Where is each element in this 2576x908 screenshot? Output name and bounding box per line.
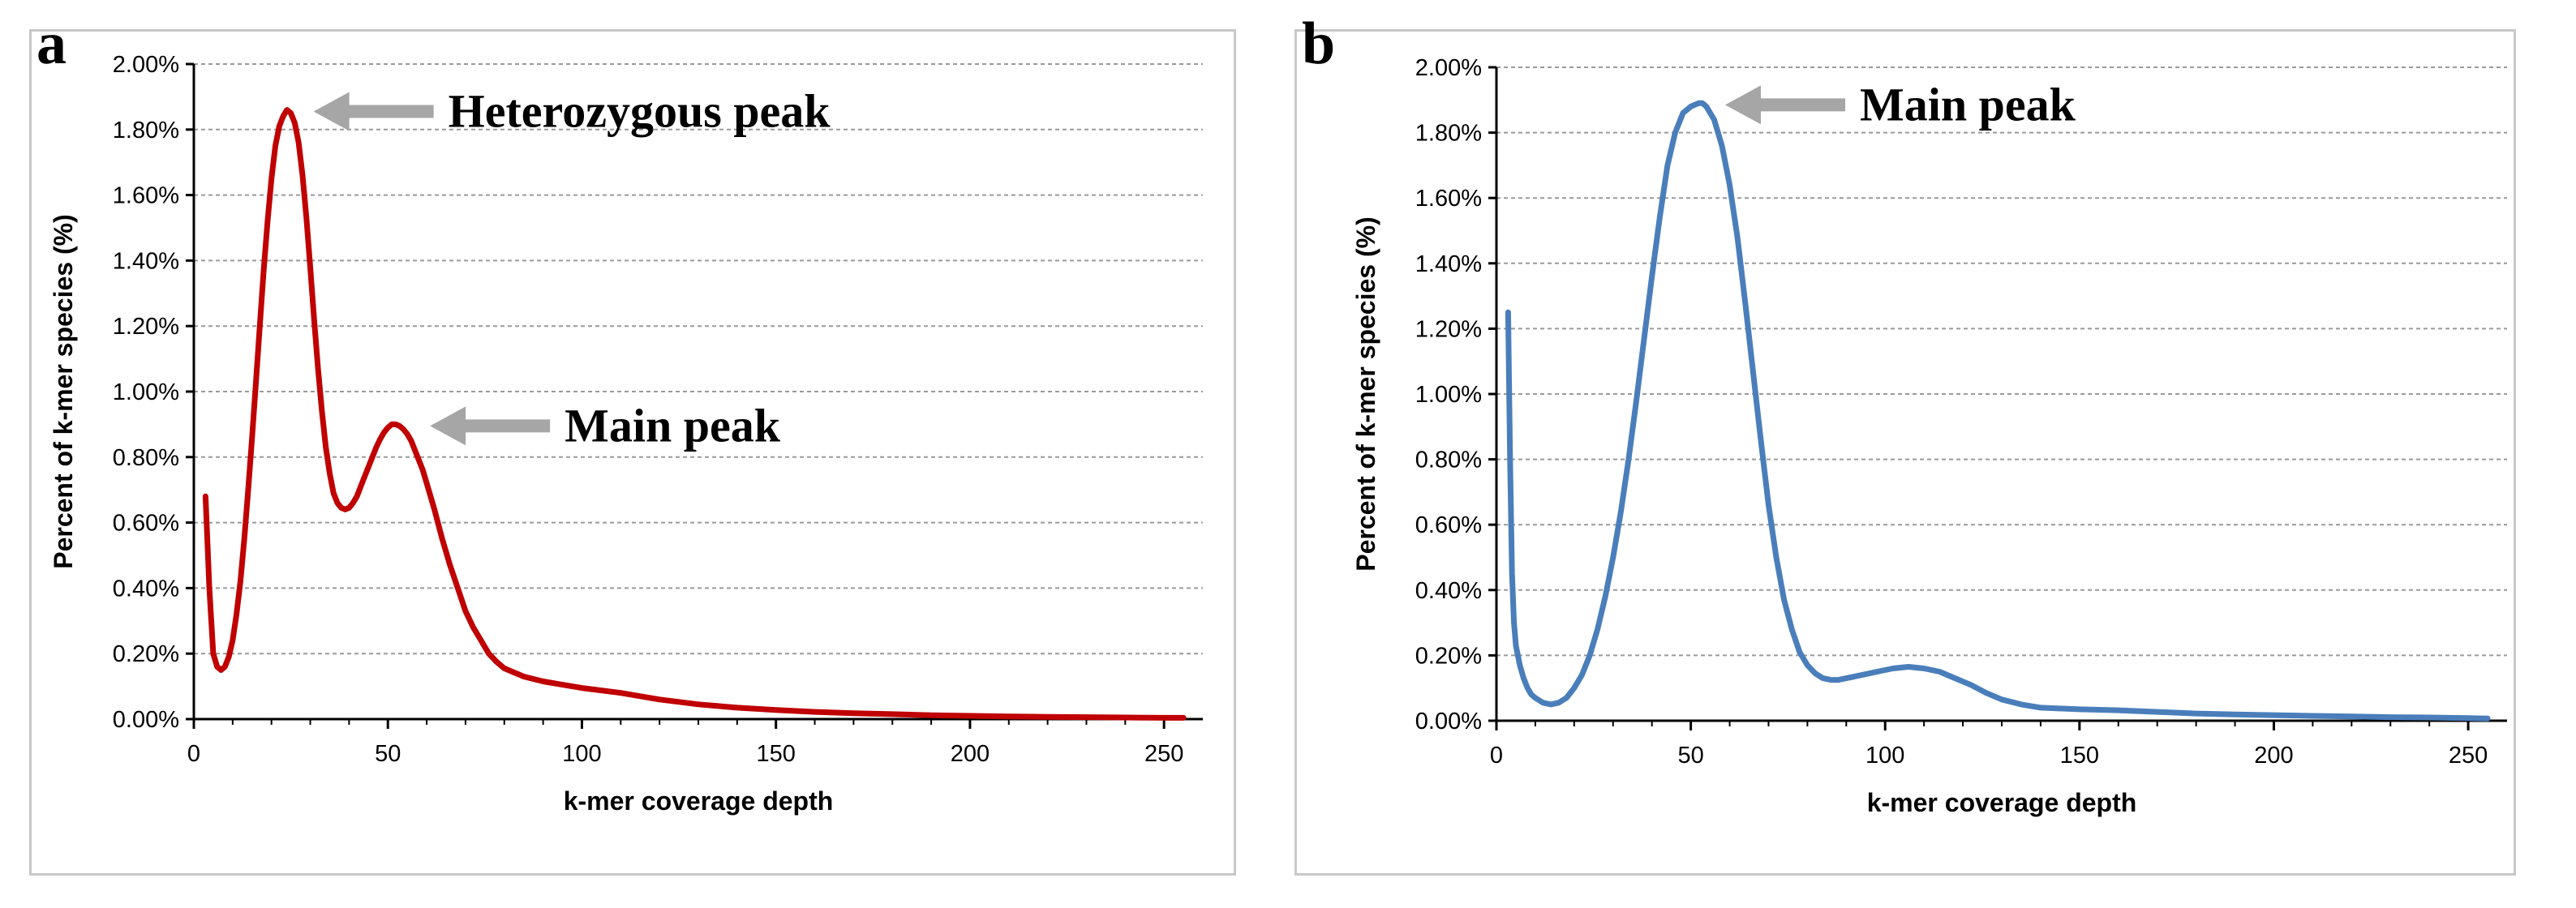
annotation-arrow bbox=[430, 406, 551, 446]
y-tick-label: 1.20% bbox=[113, 314, 179, 340]
y-axis-title: Percent of k-mer species (%) bbox=[49, 214, 78, 569]
x-tick-label: 250 bbox=[1144, 741, 1183, 767]
y-tick-label: 0.80% bbox=[113, 445, 179, 471]
gridlines bbox=[1496, 66, 2507, 657]
x-tick-label: 50 bbox=[1677, 743, 1703, 769]
gridlines bbox=[194, 63, 1203, 655]
x-tick-label: 0 bbox=[187, 741, 200, 767]
peak-annotation: Main peak bbox=[430, 399, 781, 452]
x-tick-label: 0 bbox=[1490, 743, 1503, 769]
series-line bbox=[1505, 100, 2491, 722]
x-tick-label: 150 bbox=[756, 741, 795, 767]
peak-annotation: Heterozygous peak bbox=[313, 85, 831, 138]
y-tick-label: 0.00% bbox=[1415, 709, 1482, 735]
y-tick-label: 1.60% bbox=[113, 183, 179, 209]
x-tick-label: 50 bbox=[375, 741, 401, 767]
y-tick-label: 2.00% bbox=[113, 52, 179, 78]
peak-annotation: Main peak bbox=[1724, 78, 2076, 131]
x-tick-label: 100 bbox=[562, 741, 601, 767]
y-tick-label: 1.00% bbox=[1415, 382, 1482, 408]
y-tick-label: 0.40% bbox=[1415, 578, 1482, 604]
y-tick-label: 0.80% bbox=[1415, 448, 1482, 473]
chart-panel-b: b 0.00% 0.20% 0.40% 0.60% 0.80% 1.00% 1.20% 1.4… bbox=[1294, 14, 2516, 876]
y-tick-label: 1.40% bbox=[113, 248, 179, 274]
chart-panel-a: a 0.00% 0.20% 0.40% 0.60% 0.80% 1.00% 1.20% 1.4… bbox=[29, 14, 1236, 876]
y-tick-label: 2.00% bbox=[1415, 55, 1482, 81]
x-tick-label: 100 bbox=[1865, 743, 1904, 769]
y-tick-label: 0.20% bbox=[113, 641, 179, 667]
x-tick-label: 200 bbox=[951, 741, 990, 767]
y-tick-label: 1.80% bbox=[1415, 121, 1482, 147]
kmer-chart-a: 0.00% 0.20% 0.40% 0.60% 0.80% 1.00% 1.20% 1.40%… bbox=[49, 52, 1203, 816]
panel-label: b bbox=[1302, 11, 1336, 77]
y-tick-label: 0.20% bbox=[1415, 643, 1482, 669]
annotation-label: Heterozygous peak bbox=[449, 85, 831, 138]
y-tick-label: 1.80% bbox=[113, 118, 179, 143]
y-tick-label: 0.40% bbox=[113, 576, 179, 602]
panel-label: a bbox=[36, 11, 67, 77]
y-tick-label: 1.60% bbox=[1415, 186, 1482, 212]
series-line bbox=[202, 107, 1187, 721]
y-tick-label: 1.20% bbox=[1415, 316, 1482, 342]
annotation-arrow bbox=[313, 92, 434, 131]
x-axis-title: k-mer coverage depth bbox=[1867, 788, 2137, 817]
y-tick-label: 1.40% bbox=[1415, 251, 1482, 277]
annotation-label: Main peak bbox=[1860, 78, 2076, 131]
annotation-arrow bbox=[1724, 85, 1845, 125]
y-tick-label: 1.00% bbox=[113, 379, 179, 405]
kmer-chart-b: 0.00% 0.20% 0.40% 0.60% 0.80% 1.00% 1.20% 1.40%… bbox=[1351, 55, 2507, 817]
y-tick-label: 0.00% bbox=[113, 707, 179, 733]
x-tick-label: 200 bbox=[2254, 743, 2293, 769]
y-axis-title: Percent of k-mer species (%) bbox=[1351, 216, 1380, 572]
x-tick-label: 250 bbox=[2449, 743, 2488, 769]
x-tick-label: 150 bbox=[2060, 743, 2099, 769]
y-tick-label: 0.60% bbox=[1415, 512, 1482, 538]
y-tick-label: 0.60% bbox=[113, 511, 179, 537]
x-axis-title: k-mer coverage depth bbox=[564, 786, 834, 816]
annotation-label: Main peak bbox=[565, 399, 781, 452]
